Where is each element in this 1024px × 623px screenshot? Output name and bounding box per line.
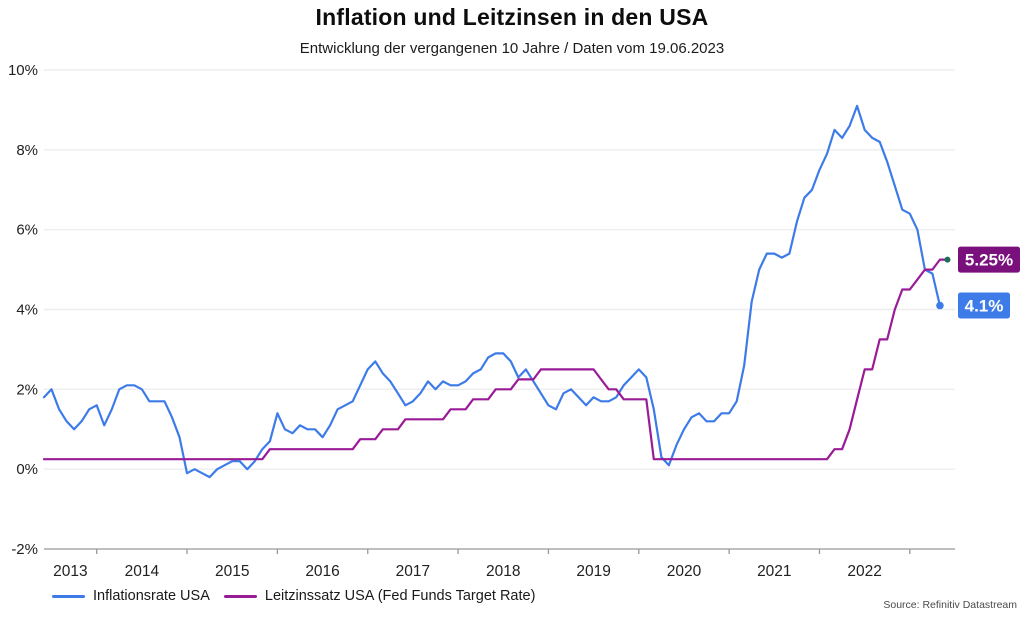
- legend-item-inflation: Inflationsrate USA: [52, 588, 210, 604]
- fed-funds-value-badge-label: 5.25%: [965, 251, 1013, 270]
- y-tick-label: 8%: [16, 142, 38, 159]
- chart-legend: Inflationsrate USA Leitzinssatz USA (Fed…: [52, 588, 535, 604]
- source-credit: Source: Refinitiv Datastream: [883, 599, 1017, 611]
- y-tick-label: 6%: [16, 222, 38, 239]
- inflation-end-marker-icon: [936, 301, 944, 310]
- legend-label-inflation: Inflationsrate USA: [93, 588, 210, 604]
- chart-title: Inflation und Leitzinsen in den USA: [315, 4, 709, 30]
- x-tick-label: 2018: [486, 563, 520, 580]
- inflation-line-swatch-icon: [52, 594, 85, 598]
- legend-item-fed-funds: Leitzinssatz USA (Fed Funds Target Rate): [223, 588, 536, 604]
- fed-funds-value-badge: [958, 246, 1020, 273]
- y-tick-label: 10%: [8, 62, 38, 79]
- chart-canvas: 10% 8% 6% 4% 2% 0% -2% 2013 2014 2015 2016 2017 2018…: [8, 62, 1020, 580]
- inflation-value-badge: [958, 292, 1010, 319]
- fed-funds-line: [42, 258, 949, 461]
- inflation-value-badge-label: 4.1%: [965, 297, 1004, 316]
- x-tick-label: 2016: [305, 563, 339, 580]
- inflation-line: [42, 104, 942, 479]
- chart-subtitle: Entwicklung der vergangenen 10 Jahre / D…: [299, 40, 725, 57]
- fed-funds-line-swatch-icon: [223, 594, 257, 598]
- y-tick-label: -2%: [11, 541, 38, 558]
- x-tick-label: 2017: [396, 563, 430, 580]
- y-tick-label: 4%: [16, 302, 38, 319]
- x-tick-label: 2015: [215, 563, 249, 580]
- fed-funds-end-marker-icon: [944, 256, 951, 263]
- x-tick-label: 2022: [847, 563, 881, 580]
- x-tick-label: 2013: [53, 563, 87, 580]
- y-tick-label: 2%: [16, 381, 38, 398]
- legend-label-fed-funds: Leitzinssatz USA (Fed Funds Target Rate): [264, 588, 536, 604]
- x-tick-label: 2020: [667, 563, 702, 580]
- x-tick-label: 2014: [125, 563, 160, 580]
- x-tick-label: 2019: [576, 563, 610, 580]
- x-tick-label: 2021: [757, 563, 791, 580]
- y-tick-label: 0%: [16, 461, 38, 478]
